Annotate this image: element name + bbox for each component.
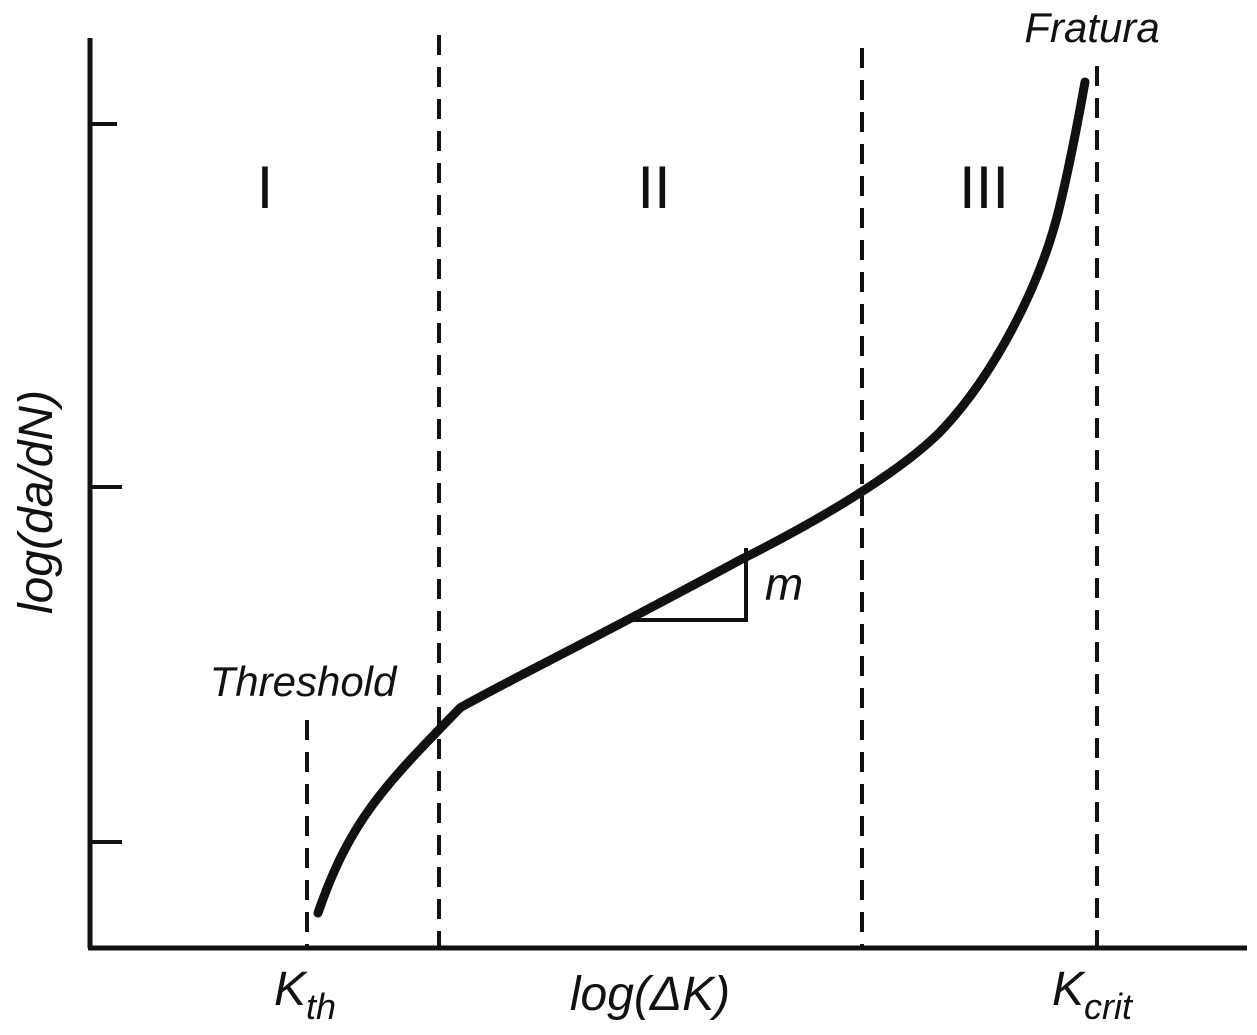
crack-growth-curve bbox=[313, 77, 1090, 918]
region-label-3: III bbox=[959, 154, 1009, 221]
x-tick-label-kcrit: Kcrit bbox=[1052, 963, 1134, 1027]
x-axis-label: log(ΔK) bbox=[570, 968, 730, 1021]
x-tick-label-kth: Kth bbox=[274, 963, 336, 1027]
y-axis-label: log(da/dN) bbox=[10, 390, 63, 614]
region-label-1: I bbox=[257, 154, 274, 221]
slope-triangle bbox=[628, 548, 748, 622]
threshold-label: Threshold bbox=[210, 658, 398, 705]
slope-label: m bbox=[765, 558, 803, 610]
fracture-label: Fratura bbox=[1024, 4, 1159, 51]
region-label-2: II bbox=[637, 154, 670, 221]
